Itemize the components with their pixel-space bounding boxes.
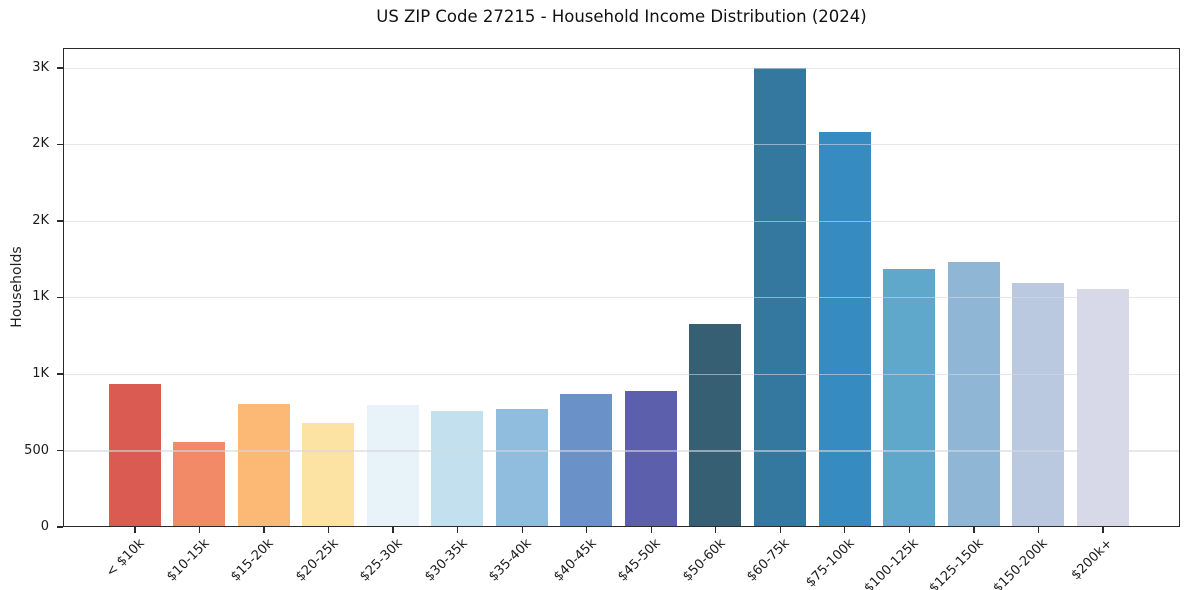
bar (173, 441, 226, 526)
plot-area (63, 48, 1180, 527)
x-axis-tick (521, 527, 523, 533)
x-tick-label: $75-100k (803, 536, 858, 590)
x-tick-label: $60-75k (744, 536, 793, 585)
x-axis-tick (134, 527, 136, 533)
bar (108, 383, 161, 526)
y-axis-tick (57, 67, 63, 69)
bar (1012, 282, 1065, 526)
bar (302, 422, 355, 526)
x-tick-label: $10-15k (163, 536, 213, 585)
x-axis-tick (198, 527, 201, 533)
x-axis-tick (779, 527, 781, 533)
gridline (64, 297, 1179, 299)
bar (947, 262, 1000, 526)
x-tick-label: $150-200k (990, 536, 1051, 590)
y-tick-label: 2K (32, 136, 49, 152)
x-tick-label: < $10k (103, 536, 148, 581)
x-tick-label: $20-25k (292, 536, 342, 585)
y-tick-label: 3K (32, 59, 49, 75)
y-tick-label: 1K (32, 366, 49, 381)
bar (560, 394, 613, 526)
y-axis-tick (57, 220, 63, 222)
x-axis-tick (715, 527, 717, 533)
x-axis-tick (586, 527, 588, 533)
bar (431, 411, 484, 526)
x-axis-tick (392, 527, 394, 533)
bar (624, 390, 677, 526)
x-tick-label: $200k+ (1068, 536, 1116, 584)
gridline (64, 450, 1179, 452)
x-tick-label: $25-30k (357, 536, 406, 585)
x-tick-label: $45-50k (615, 536, 664, 585)
x-tick-label: $100-125k (861, 536, 922, 590)
x-axis-tick (456, 527, 459, 533)
gridline (64, 67, 1179, 69)
bar (237, 403, 290, 526)
x-tick-label: $125-150k (926, 536, 987, 590)
x-axis-tick (1102, 527, 1104, 533)
x-tick-label: $15-20k (228, 536, 277, 585)
y-axis-tick (57, 373, 63, 375)
x-tick-label: $50-60k (679, 536, 729, 585)
y-axis-tick (57, 526, 63, 528)
y-axis-label: Households (9, 246, 25, 328)
bar (1076, 288, 1129, 526)
bar (495, 408, 548, 526)
gridline (64, 144, 1179, 146)
x-axis-tick (327, 527, 330, 533)
x-axis-tick (263, 527, 265, 533)
y-tick-label: 2K (32, 212, 49, 228)
gridline (64, 373, 1179, 376)
bar (689, 324, 742, 526)
x-axis-tick (908, 527, 911, 533)
y-tick-label: 500 (24, 442, 49, 458)
y-tick-label: 1K (32, 289, 49, 305)
bar (883, 268, 936, 526)
x-axis-tick (1037, 527, 1040, 533)
y-axis-tick (57, 296, 63, 299)
x-tick-label: $35-40k (486, 536, 535, 585)
bar (818, 131, 871, 526)
y-tick-label: 0 (40, 519, 49, 534)
gridline (64, 220, 1179, 222)
x-tick-label: $40-45k (550, 536, 600, 585)
bar (366, 405, 419, 526)
x-axis-tick (650, 527, 652, 533)
chart-title: US ZIP Code 27215 - Household Income Dis… (376, 7, 867, 26)
x-axis-tick (844, 527, 846, 533)
y-axis-tick (57, 449, 63, 452)
y-axis-tick (57, 143, 63, 146)
x-axis-tick (973, 527, 975, 533)
x-tick-label: $30-35k (421, 536, 471, 585)
